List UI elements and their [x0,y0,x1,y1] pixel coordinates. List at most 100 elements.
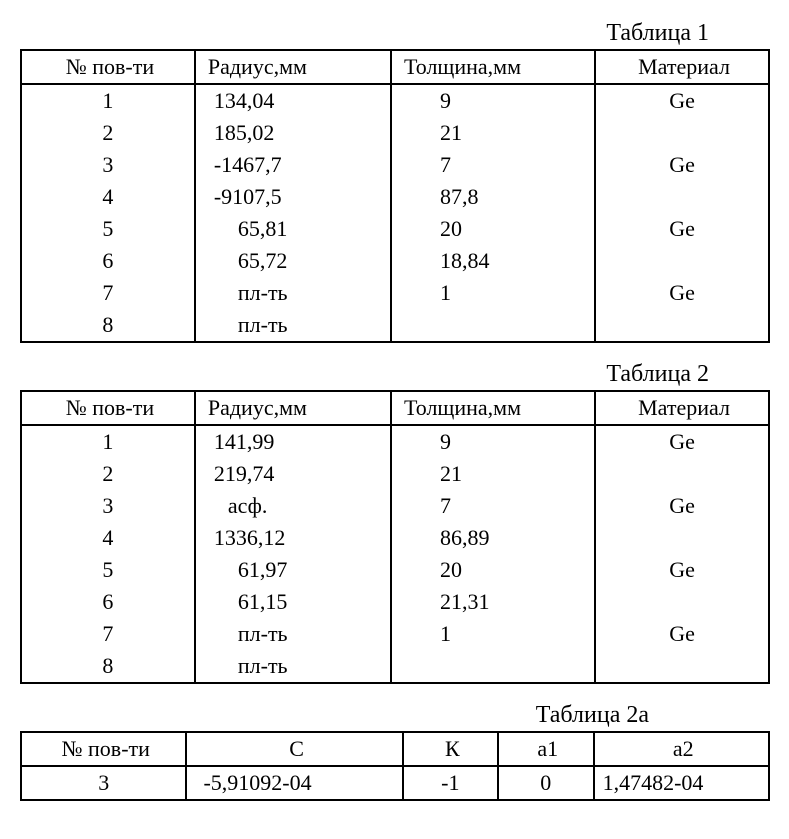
table-row: 2219,7421 [21,458,769,490]
cell-material: Ge [595,213,769,245]
table-row: 7пл-ть1Ge [21,277,769,309]
table2-header-num: № пов-ти [21,391,195,425]
table-row: 1141,999Ge [21,425,769,458]
cell-thickness: 20 [391,554,595,586]
cell-thickness: 1 [391,277,595,309]
cell-thickness: 7 [391,149,595,181]
cell-c: -5,91092-04 [186,766,402,800]
cell-radius: пл-ть [195,309,391,342]
cell-thickness: 1 [391,618,595,650]
cell-material [595,650,769,683]
table1-caption: Таблица 1 [20,20,769,47]
table2a-header-k: К [403,732,498,766]
table1-header-num: № пов-ти [21,50,195,84]
cell-radius: 185,02 [195,117,391,149]
cell-num: 6 [21,245,195,277]
cell-radius: 65,72 [195,245,391,277]
cell-num: 8 [21,309,195,342]
table-row: 661,1521,31 [21,586,769,618]
cell-thickness: 18,84 [391,245,595,277]
cell-thickness: 21,31 [391,586,595,618]
cell-thickness [391,309,595,342]
cell-radius: 65,81 [195,213,391,245]
table-row: 3асф.7Ge [21,490,769,522]
cell-thickness: 86,89 [391,522,595,554]
table-row: 4-9107,587,8 [21,181,769,213]
cell-num: 3 [21,490,195,522]
table-row: 561,9720Ge [21,554,769,586]
table2-caption: Таблица 2 [20,361,769,388]
cell-radius: 219,74 [195,458,391,490]
cell-k: -1 [403,766,498,800]
cell-radius: 1336,12 [195,522,391,554]
table1: № пов-ти Радиус,мм Толщина,мм Материал 1… [20,49,770,343]
table-row: 3-1467,77Ge [21,149,769,181]
cell-num: 1 [21,425,195,458]
cell-material [595,245,769,277]
table2a-header-c: С [186,732,402,766]
cell-thickness: 21 [391,458,595,490]
cell-material: Ge [595,84,769,117]
cell-num: 2 [21,117,195,149]
table1-header-thickness: Толщина,мм [391,50,595,84]
table-row: 8пл-ть [21,650,769,683]
cell-radius: пл-ть [195,618,391,650]
cell-thickness: 9 [391,84,595,117]
table2a-header-num: № пов-ти [21,732,186,766]
table-row: 8пл-ть [21,309,769,342]
cell-material [595,309,769,342]
cell-num: 4 [21,181,195,213]
cell-material: Ge [595,618,769,650]
table2a-header-a1: а1 [498,732,594,766]
cell-a1: 0 [498,766,594,800]
table2-header-row: № пов-ти Радиус,мм Толщина,мм Материал [21,391,769,425]
cell-material [595,522,769,554]
cell-material [595,586,769,618]
cell-thickness: 87,8 [391,181,595,213]
table1-header-row: № пов-ти Радиус,мм Толщина,мм Материал [21,50,769,84]
cell-material: Ge [595,277,769,309]
cell-num: 5 [21,213,195,245]
cell-material [595,458,769,490]
table-row: 2185,0221 [21,117,769,149]
cell-material: Ge [595,149,769,181]
cell-thickness: 7 [391,490,595,522]
cell-num: 6 [21,586,195,618]
cell-thickness: 21 [391,117,595,149]
cell-num: 1 [21,84,195,117]
cell-radius: 134,04 [195,84,391,117]
cell-radius: пл-ть [195,650,391,683]
table2a-header-a2: а2 [594,732,769,766]
cell-radius: 141,99 [195,425,391,458]
table1-header-radius: Радиус,мм [195,50,391,84]
cell-radius: асф. [195,490,391,522]
cell-radius: -9107,5 [195,181,391,213]
cell-num: 3 [21,766,186,800]
cell-thickness: 20 [391,213,595,245]
cell-num: 8 [21,650,195,683]
cell-num: 3 [21,149,195,181]
cell-num: 5 [21,554,195,586]
table2-header-thickness: Толщина,мм [391,391,595,425]
table-row: 665,7218,84 [21,245,769,277]
cell-radius: пл-ть [195,277,391,309]
table2-header-radius: Радиус,мм [195,391,391,425]
cell-num: 7 [21,618,195,650]
cell-a2: 1,47482-04 [594,766,769,800]
table2: № пов-ти Радиус,мм Толщина,мм Материал 1… [20,390,770,684]
cell-num: 7 [21,277,195,309]
cell-material: Ge [595,554,769,586]
table-row: 1134,049Ge [21,84,769,117]
table2a: № пов-ти С К а1 а2 3 -5,91092-04 -1 0 1,… [20,731,770,801]
table2-header-material: Материал [595,391,769,425]
cell-num: 4 [21,522,195,554]
cell-radius: 61,15 [195,586,391,618]
cell-thickness [391,650,595,683]
cell-material [595,117,769,149]
cell-thickness: 9 [391,425,595,458]
table-row: 7пл-ть1Ge [21,618,769,650]
table1-header-material: Материал [595,50,769,84]
cell-material: Ge [595,425,769,458]
table2a-header-row: № пов-ти С К а1 а2 [21,732,769,766]
cell-material [595,181,769,213]
